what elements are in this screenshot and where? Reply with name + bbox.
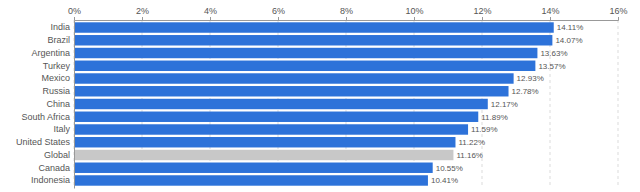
plot: 0% 2% 4% 6% 8% 10% 12% 14% 16% India Brazil Argenti… [16, 6, 628, 189]
data-label: 11.89% [481, 113, 508, 122]
y-tick: Turkey [43, 61, 74, 71]
grid [74, 20, 618, 188]
y-tick: Argentina [31, 48, 74, 58]
x-tick: 14% [541, 6, 559, 20]
bar [74, 124, 468, 134]
x-tick: 0% [68, 6, 81, 20]
x-tick: 4% [204, 6, 217, 20]
y-tick: China [46, 99, 74, 109]
data-labels: 14.11% 14.07% 13.63% 13.57% 12.93% 12.78% 12.1… [431, 23, 583, 185]
y-tick-label: Turkey [43, 61, 71, 71]
x-tick-label: 10% [405, 6, 423, 16]
x-tick-label: 6% [272, 6, 285, 16]
data-label: 10.41% [431, 176, 458, 185]
data-label: 14.11% [557, 23, 584, 32]
y-tick-label: South Africa [21, 112, 70, 122]
bar [74, 22, 554, 32]
x-tick: 10% [405, 6, 423, 20]
y-tick-label: Indonesia [31, 175, 70, 185]
y-tick: South Africa [21, 112, 74, 122]
y-tick: Indonesia [31, 175, 74, 185]
x-tick: 2% [136, 6, 149, 20]
x-tick-mark [550, 17, 551, 20]
x-tick-mark [482, 17, 483, 20]
data-label: 11.16% [456, 151, 483, 160]
grid-line [74, 20, 75, 188]
x-tick: 6% [272, 6, 285, 20]
bar [74, 163, 433, 173]
x-tick-label: 14% [541, 6, 559, 16]
y-tick: Canada [38, 163, 74, 173]
bar [74, 86, 509, 96]
y-tick-label: Global [44, 150, 70, 160]
y-tick-label: Brazil [47, 35, 70, 45]
y-tick-label: India [50, 22, 70, 32]
y-tick-label: Argentina [31, 48, 70, 58]
y-tick-label: Mexico [41, 73, 70, 83]
y-tick: Russia [42, 86, 74, 96]
x-tick-label: 4% [204, 6, 217, 16]
x-tick-mark [618, 17, 619, 20]
y-tick-label: Canada [38, 163, 70, 173]
y-tick-label: Russia [42, 86, 70, 96]
bar [74, 61, 535, 71]
data-label: 10.55% [436, 164, 463, 173]
y-tick: United States [16, 137, 74, 147]
y-tick: Brazil [47, 35, 74, 45]
y-tick-label: United States [16, 137, 71, 147]
data-label: 11.22% [458, 138, 485, 147]
bar [74, 99, 488, 109]
bar [74, 150, 453, 160]
bar [74, 35, 552, 45]
x-tick-label: 2% [136, 6, 149, 16]
x-tick-label: 12% [473, 6, 491, 16]
x-tick-mark [74, 17, 75, 20]
y-tick-label: China [46, 99, 70, 109]
data-label: 14.07% [555, 36, 582, 45]
bar [74, 137, 455, 147]
x-tick: 16% [609, 6, 627, 20]
y-axis-line [74, 21, 75, 189]
x-tick-mark [414, 17, 415, 20]
data-label: 12.78% [512, 87, 539, 96]
x-tick-mark [142, 17, 143, 20]
x-tick-label: 0% [68, 6, 81, 16]
y-tick: Italy [53, 124, 74, 134]
x-tick-mark [278, 17, 279, 20]
data-label: 12.17% [491, 100, 518, 109]
bars [74, 22, 554, 185]
x-tick: 8% [340, 6, 353, 20]
data-label: 13.57% [538, 62, 565, 71]
x-axis-line [75, 17, 619, 21]
bar [74, 73, 514, 83]
x-axis: 0% 2% 4% 6% 8% 10% 12% 14% 16% [68, 6, 628, 21]
data-label: 11.59% [471, 125, 498, 134]
data-label: 13.63% [540, 49, 567, 58]
chart: 0% 2% 4% 6% 8% 10% 12% 14% 16% India Brazil Argenti… [0, 0, 640, 192]
x-tick-mark [346, 17, 347, 20]
x-tick-label: 16% [609, 6, 627, 16]
y-tick-label: Italy [53, 124, 70, 134]
data-label: 12.93% [517, 74, 544, 83]
bar [74, 175, 428, 185]
x-tick-mark [210, 17, 211, 20]
y-tick: India [50, 22, 74, 32]
bar [74, 48, 537, 58]
bar [74, 112, 478, 122]
x-tick-label: 8% [340, 6, 353, 16]
y-tick: Global [44, 150, 74, 160]
y-tick: Mexico [41, 73, 74, 83]
x-tick: 12% [473, 6, 491, 20]
grid-line [618, 20, 619, 188]
y-axis: India Brazil Argentina Turkey Mexico Russia Ch… [16, 21, 75, 189]
